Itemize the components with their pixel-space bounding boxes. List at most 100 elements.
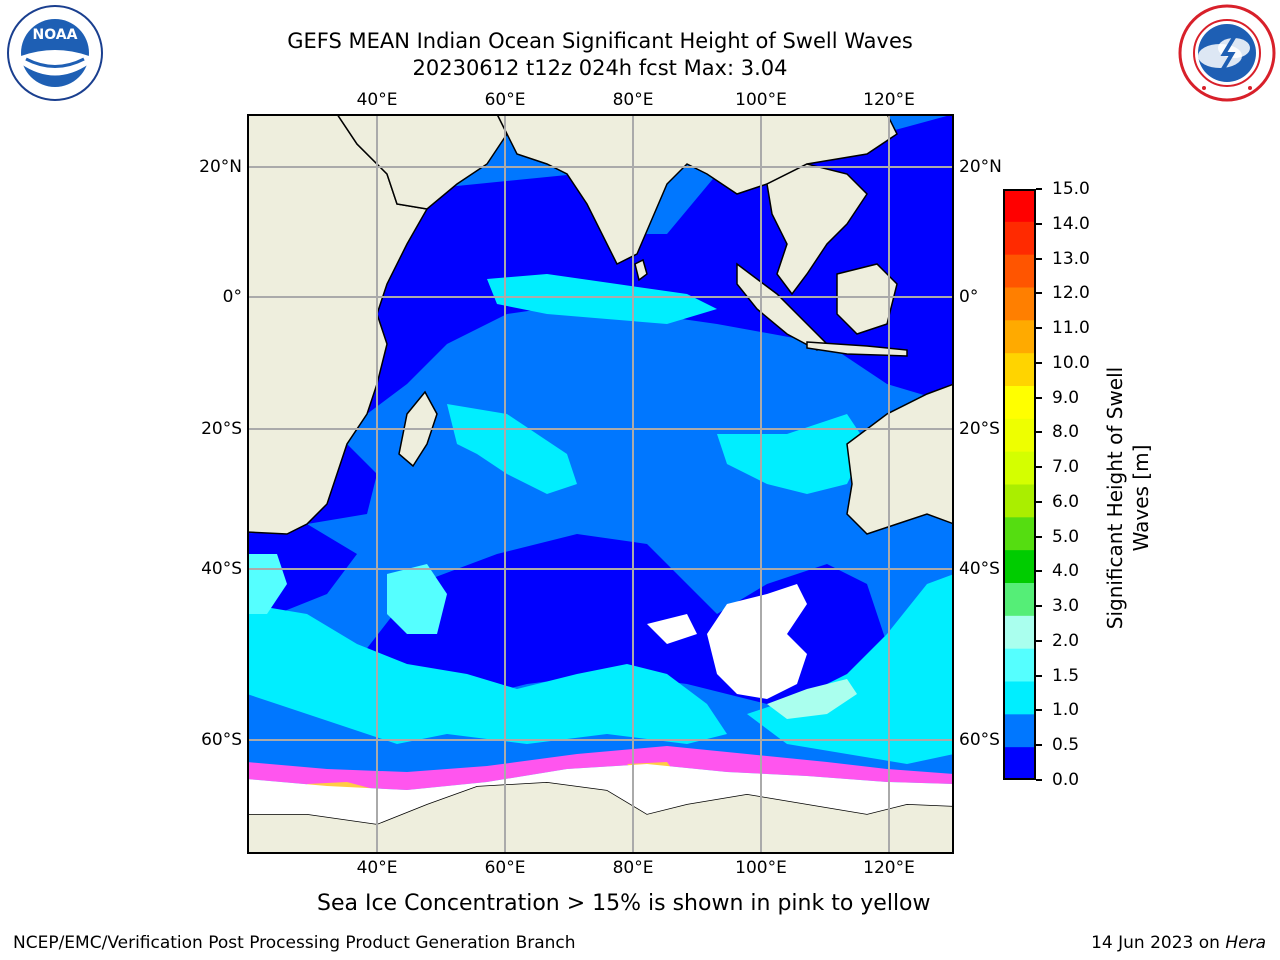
lon-tick-bottom-60e: 60°E (484, 858, 526, 878)
colorbar-swatch (1003, 583, 1036, 617)
land-se-asia (766, 163, 868, 296)
colorbar-swatch (1003, 353, 1036, 387)
swell-band-low-southwest (247, 524, 357, 634)
colorbar-swatch (1003, 648, 1036, 682)
colorbar-swatch (1003, 320, 1036, 354)
masked-area-small (647, 614, 697, 644)
colorbar-swatch (1003, 189, 1036, 223)
sea-ice-band (247, 746, 954, 790)
noaa-logo: NOAA (6, 4, 104, 102)
colorbar-tick-label: 14.0 (1052, 213, 1090, 234)
lat-tick-left-20s: 20°S (201, 419, 242, 439)
footer-credit: NCEP/EMC/Verification Post Processing Pr… (13, 933, 576, 953)
swell-height-map (247, 114, 954, 854)
swell-lightcyan-patch-2 (767, 679, 857, 719)
colorbar-tick (1036, 535, 1042, 538)
colorbar-title: Significant Height of Swell Waves [m] (1103, 366, 1153, 630)
lat-tick-right-40s: 40°S (959, 559, 1000, 579)
colorbar-tick (1036, 709, 1042, 712)
colorbar-tick-label: 4.0 (1052, 561, 1080, 582)
footer-host: Hera (1225, 933, 1266, 953)
colorbar-tick (1036, 361, 1042, 364)
lat-tick-right-20s: 20°S (959, 419, 1000, 439)
chart-title-line1: GEFS MEAN Indian Ocean Significant Heigh… (287, 29, 913, 53)
colorbar-swatches (1003, 189, 1036, 780)
colorbar-tick-label: 8.0 (1052, 422, 1080, 443)
colorbar-tick (1036, 257, 1042, 260)
colorbar-tick-label: 0.5 (1052, 735, 1080, 756)
lon-tick-bottom-40e: 40°E (356, 858, 398, 878)
lon-tick-bottom-120e: 120°E (863, 858, 915, 878)
antarctic-coast-white (247, 764, 954, 824)
land-australia (846, 383, 954, 535)
swell-lightcyan-patch (387, 564, 447, 634)
colorbar-tick-label: 7.0 (1052, 457, 1080, 478)
colorbar-tick (1036, 674, 1042, 677)
colorbar-swatch (1003, 747, 1036, 780)
map-frame (247, 114, 954, 854)
lon-tick-top-100e: 100°E (735, 90, 787, 110)
lat-tick-left-60s: 60°S (201, 730, 242, 750)
lon-tick-top-40e: 40°E (356, 90, 398, 110)
colorbar-swatch (1003, 221, 1036, 256)
lat-tick-left-40s: 40°S (201, 559, 242, 579)
colorbar-swatch (1003, 287, 1036, 321)
colorbar-swatch (1003, 386, 1036, 420)
colorbar-swatch (1003, 714, 1036, 748)
colorbar-tick-label: 11.0 (1052, 318, 1090, 339)
colorbar-tick (1036, 466, 1042, 469)
colorbar-tick (1036, 639, 1042, 642)
sea-ice-caption: Sea Ice Concentration > 15% is shown in … (317, 891, 931, 916)
lon-tick-bottom-80e: 80°E (612, 858, 654, 878)
lon-tick-top-80e: 80°E (612, 90, 654, 110)
colorbar-tick (1036, 396, 1042, 399)
colorbar-swatch (1003, 484, 1036, 518)
lat-tick-right-0: 0° (959, 287, 979, 307)
colorbar-tick-label: 1.0 (1052, 700, 1080, 721)
colorbar-tick-label: 6.0 (1052, 491, 1080, 512)
colorbar-tick (1036, 744, 1042, 747)
nws-logo (1178, 4, 1276, 102)
masked-area-south (707, 584, 807, 699)
colorbar-tick (1036, 327, 1042, 330)
colorbar-tick (1036, 222, 1042, 225)
colorbar-tick-label: 10.0 (1052, 352, 1090, 373)
colorbar-swatch (1003, 517, 1036, 551)
colorbar-tick-label: 5.0 (1052, 526, 1080, 547)
land-sri-lanka (634, 258, 648, 282)
colorbar-swatch (1003, 681, 1036, 715)
lat-tick-right-20n: 20°N (959, 157, 1002, 177)
colorbar-tick-label: 1.5 (1052, 665, 1080, 686)
land-borneo (836, 263, 898, 335)
colorbar-tick (1036, 188, 1042, 190)
lon-tick-top-60e: 60°E (484, 90, 526, 110)
colorbar-tick (1036, 292, 1042, 295)
colorbar-tick-label: 0.0 (1052, 770, 1080, 790)
footer-date: 14 Jun 2023 on Hera (1091, 933, 1266, 953)
chart-title-line2: 20230612 t12z 024h fcst Max: 3.04 (412, 56, 788, 80)
footer-date-text: 14 Jun 2023 on (1091, 933, 1226, 953)
colorbar-tick (1036, 605, 1042, 608)
lon-tick-bottom-100e: 100°E (735, 858, 787, 878)
colorbar-tick-label: 9.0 (1052, 387, 1080, 408)
swell-cyan-east (717, 414, 867, 494)
land-java (806, 341, 908, 357)
colorbar-tick (1036, 431, 1042, 434)
colorbar-tick (1036, 570, 1042, 573)
lat-tick-left-0: 0° (222, 287, 242, 307)
lat-tick-left-20n: 20°N (199, 157, 242, 177)
colorbar-frame (1003, 189, 1036, 780)
graticule (247, 114, 954, 854)
colorbar-swatch (1003, 451, 1036, 485)
lat-tick-right-60s: 60°S (959, 730, 1000, 750)
colorbar-swatch (1003, 418, 1036, 453)
swell-cyan-central (447, 404, 577, 494)
land-india-asia (496, 114, 898, 266)
colorbar-tick-label: 12.0 (1052, 283, 1090, 304)
colorbar-tick-label: 15.0 (1052, 179, 1090, 199)
colorbar-swatch (1003, 615, 1036, 650)
colorbar (1003, 189, 1036, 780)
colorbar-swatch (1003, 254, 1036, 288)
swell-cyan-southwest (247, 604, 727, 744)
colorbar-swatch (1003, 550, 1036, 584)
